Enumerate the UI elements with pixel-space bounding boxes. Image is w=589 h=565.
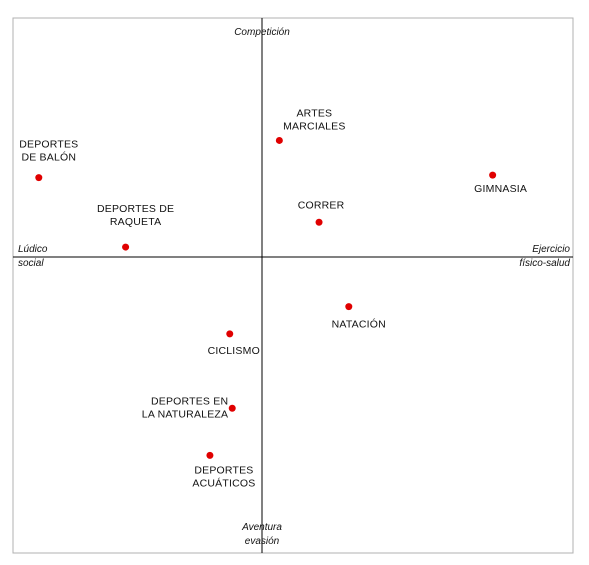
point-label: DEPORTES (19, 139, 78, 151)
data-point (315, 218, 323, 226)
point-label: NATACIÓN (332, 318, 386, 331)
point-label: DEPORTES DE (97, 203, 174, 215)
point-label: GIMNASIA (474, 183, 527, 195)
axis-label-bottom-line1: Aventura (241, 522, 282, 533)
axis-label-right-line1: Ejercicio (532, 244, 570, 255)
point-label: MARCIALES (283, 120, 345, 132)
point-label: LA NATURALEZA (142, 408, 228, 420)
point-label: ACUÁTICOS (192, 476, 255, 489)
axis-label-bottom-line2: evasión (245, 536, 280, 547)
point-label: DEPORTES (194, 464, 253, 476)
data-point (226, 330, 234, 338)
data-point (206, 451, 214, 459)
point-label: DEPORTES EN (151, 395, 228, 407)
point-label: ARTES (296, 107, 332, 119)
axis-label-top: Competición (234, 27, 290, 38)
axis-label-left-line2: social (18, 258, 44, 269)
data-point (345, 303, 353, 311)
data-point (489, 171, 497, 179)
point-label: RAQUETA (110, 216, 161, 228)
point-label: CORRER (298, 199, 345, 211)
point-label: CICLISMO (208, 345, 260, 357)
data-point (35, 174, 43, 182)
point-label: DE BALÓN (21, 151, 76, 164)
axis-label-right-line2: físico-salud (519, 258, 570, 269)
plot-frame (12, 17, 574, 554)
data-point (122, 243, 130, 251)
axis-label-left-line1: Lúdico (18, 244, 48, 255)
data-point (275, 136, 283, 144)
data-point (228, 404, 236, 412)
data-points (35, 136, 497, 459)
